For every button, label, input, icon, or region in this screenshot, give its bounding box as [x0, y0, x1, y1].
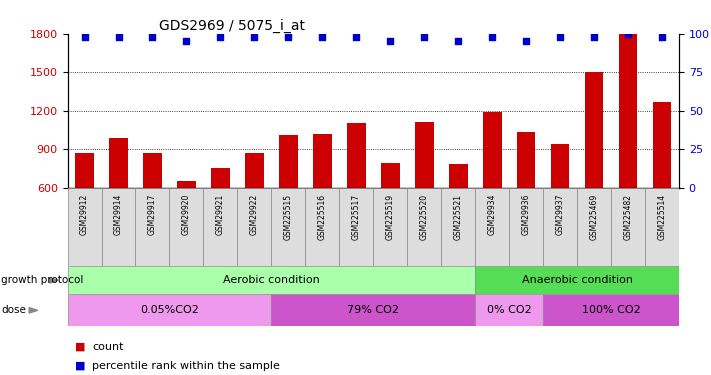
Bar [449, 164, 468, 188]
Bar [109, 138, 128, 188]
Point [215, 34, 226, 40]
Text: GSM225515: GSM225515 [284, 194, 293, 240]
Bar [143, 153, 162, 188]
Point [113, 34, 124, 40]
Text: GSM29917: GSM29917 [148, 194, 157, 235]
Bar [347, 123, 365, 188]
Text: GSM225519: GSM225519 [386, 194, 395, 240]
Text: ■: ■ [75, 342, 85, 352]
Text: 100% CO2: 100% CO2 [582, 305, 641, 315]
Bar [68, 188, 102, 266]
Text: GSM225482: GSM225482 [624, 194, 633, 240]
Text: Anaerobic condition: Anaerobic condition [522, 275, 633, 285]
Bar [272, 188, 305, 266]
Point [351, 34, 362, 40]
Text: count: count [92, 342, 124, 352]
Bar [543, 294, 679, 326]
Text: GSM29934: GSM29934 [488, 194, 497, 235]
Bar [169, 188, 203, 266]
Text: GSM29922: GSM29922 [250, 194, 259, 235]
Point [486, 34, 498, 40]
Bar [68, 294, 272, 326]
Text: GSM29912: GSM29912 [80, 194, 89, 235]
Point [146, 34, 158, 40]
Bar [415, 122, 434, 188]
Text: 0% CO2: 0% CO2 [487, 305, 532, 315]
Bar [543, 188, 577, 266]
Polygon shape [50, 278, 58, 283]
Bar [279, 135, 298, 188]
Point [656, 34, 668, 40]
Bar [475, 294, 543, 326]
Bar [517, 132, 535, 188]
Point [79, 34, 90, 40]
Bar [442, 188, 475, 266]
Bar [645, 188, 679, 266]
Bar [136, 188, 169, 266]
Text: GSM29914: GSM29914 [114, 194, 123, 235]
Point [555, 34, 566, 40]
Bar [653, 102, 671, 188]
Bar [245, 153, 264, 188]
Text: GSM29921: GSM29921 [216, 194, 225, 235]
Text: dose: dose [1, 305, 26, 315]
Bar [237, 188, 272, 266]
Text: 0.05%CO2: 0.05%CO2 [140, 305, 199, 315]
Text: 79% CO2: 79% CO2 [347, 305, 400, 315]
Text: GSM29937: GSM29937 [555, 194, 565, 235]
Polygon shape [29, 308, 38, 313]
Text: GSM225516: GSM225516 [318, 194, 327, 240]
Text: GSM29920: GSM29920 [182, 194, 191, 235]
Text: GDS2969 / 5075_i_at: GDS2969 / 5075_i_at [159, 19, 305, 33]
Bar [475, 188, 509, 266]
Text: ■: ■ [75, 361, 85, 370]
Bar [102, 188, 136, 266]
Bar [373, 188, 407, 266]
Text: GSM225514: GSM225514 [658, 194, 666, 240]
Point [419, 34, 430, 40]
Bar [619, 34, 637, 188]
Point [520, 39, 532, 45]
Bar [551, 144, 570, 188]
Point [622, 31, 634, 37]
Text: percentile rank within the sample: percentile rank within the sample [92, 361, 280, 370]
Bar [305, 188, 339, 266]
Bar [75, 153, 94, 188]
Bar [577, 188, 611, 266]
Point [589, 34, 600, 40]
Point [452, 39, 464, 45]
Bar [313, 134, 331, 188]
Point [249, 34, 260, 40]
Bar [475, 266, 679, 294]
Bar [483, 112, 501, 188]
Bar [68, 266, 475, 294]
Bar [584, 72, 604, 188]
Text: Aerobic condition: Aerobic condition [223, 275, 320, 285]
Bar [381, 163, 400, 188]
Bar [203, 188, 237, 266]
Point [316, 34, 328, 40]
Text: growth protocol: growth protocol [1, 275, 84, 285]
Text: GSM225521: GSM225521 [454, 194, 463, 240]
Bar [211, 168, 230, 188]
Bar [272, 294, 475, 326]
Text: GSM225520: GSM225520 [419, 194, 429, 240]
Text: GSM225469: GSM225469 [589, 194, 599, 240]
Text: GSM29936: GSM29936 [522, 194, 530, 235]
Bar [339, 188, 373, 266]
Text: GSM225517: GSM225517 [352, 194, 360, 240]
Point [181, 39, 192, 45]
Bar [611, 188, 645, 266]
Bar [177, 181, 196, 188]
Point [283, 34, 294, 40]
Bar [407, 188, 442, 266]
Bar [509, 188, 543, 266]
Point [385, 39, 396, 45]
